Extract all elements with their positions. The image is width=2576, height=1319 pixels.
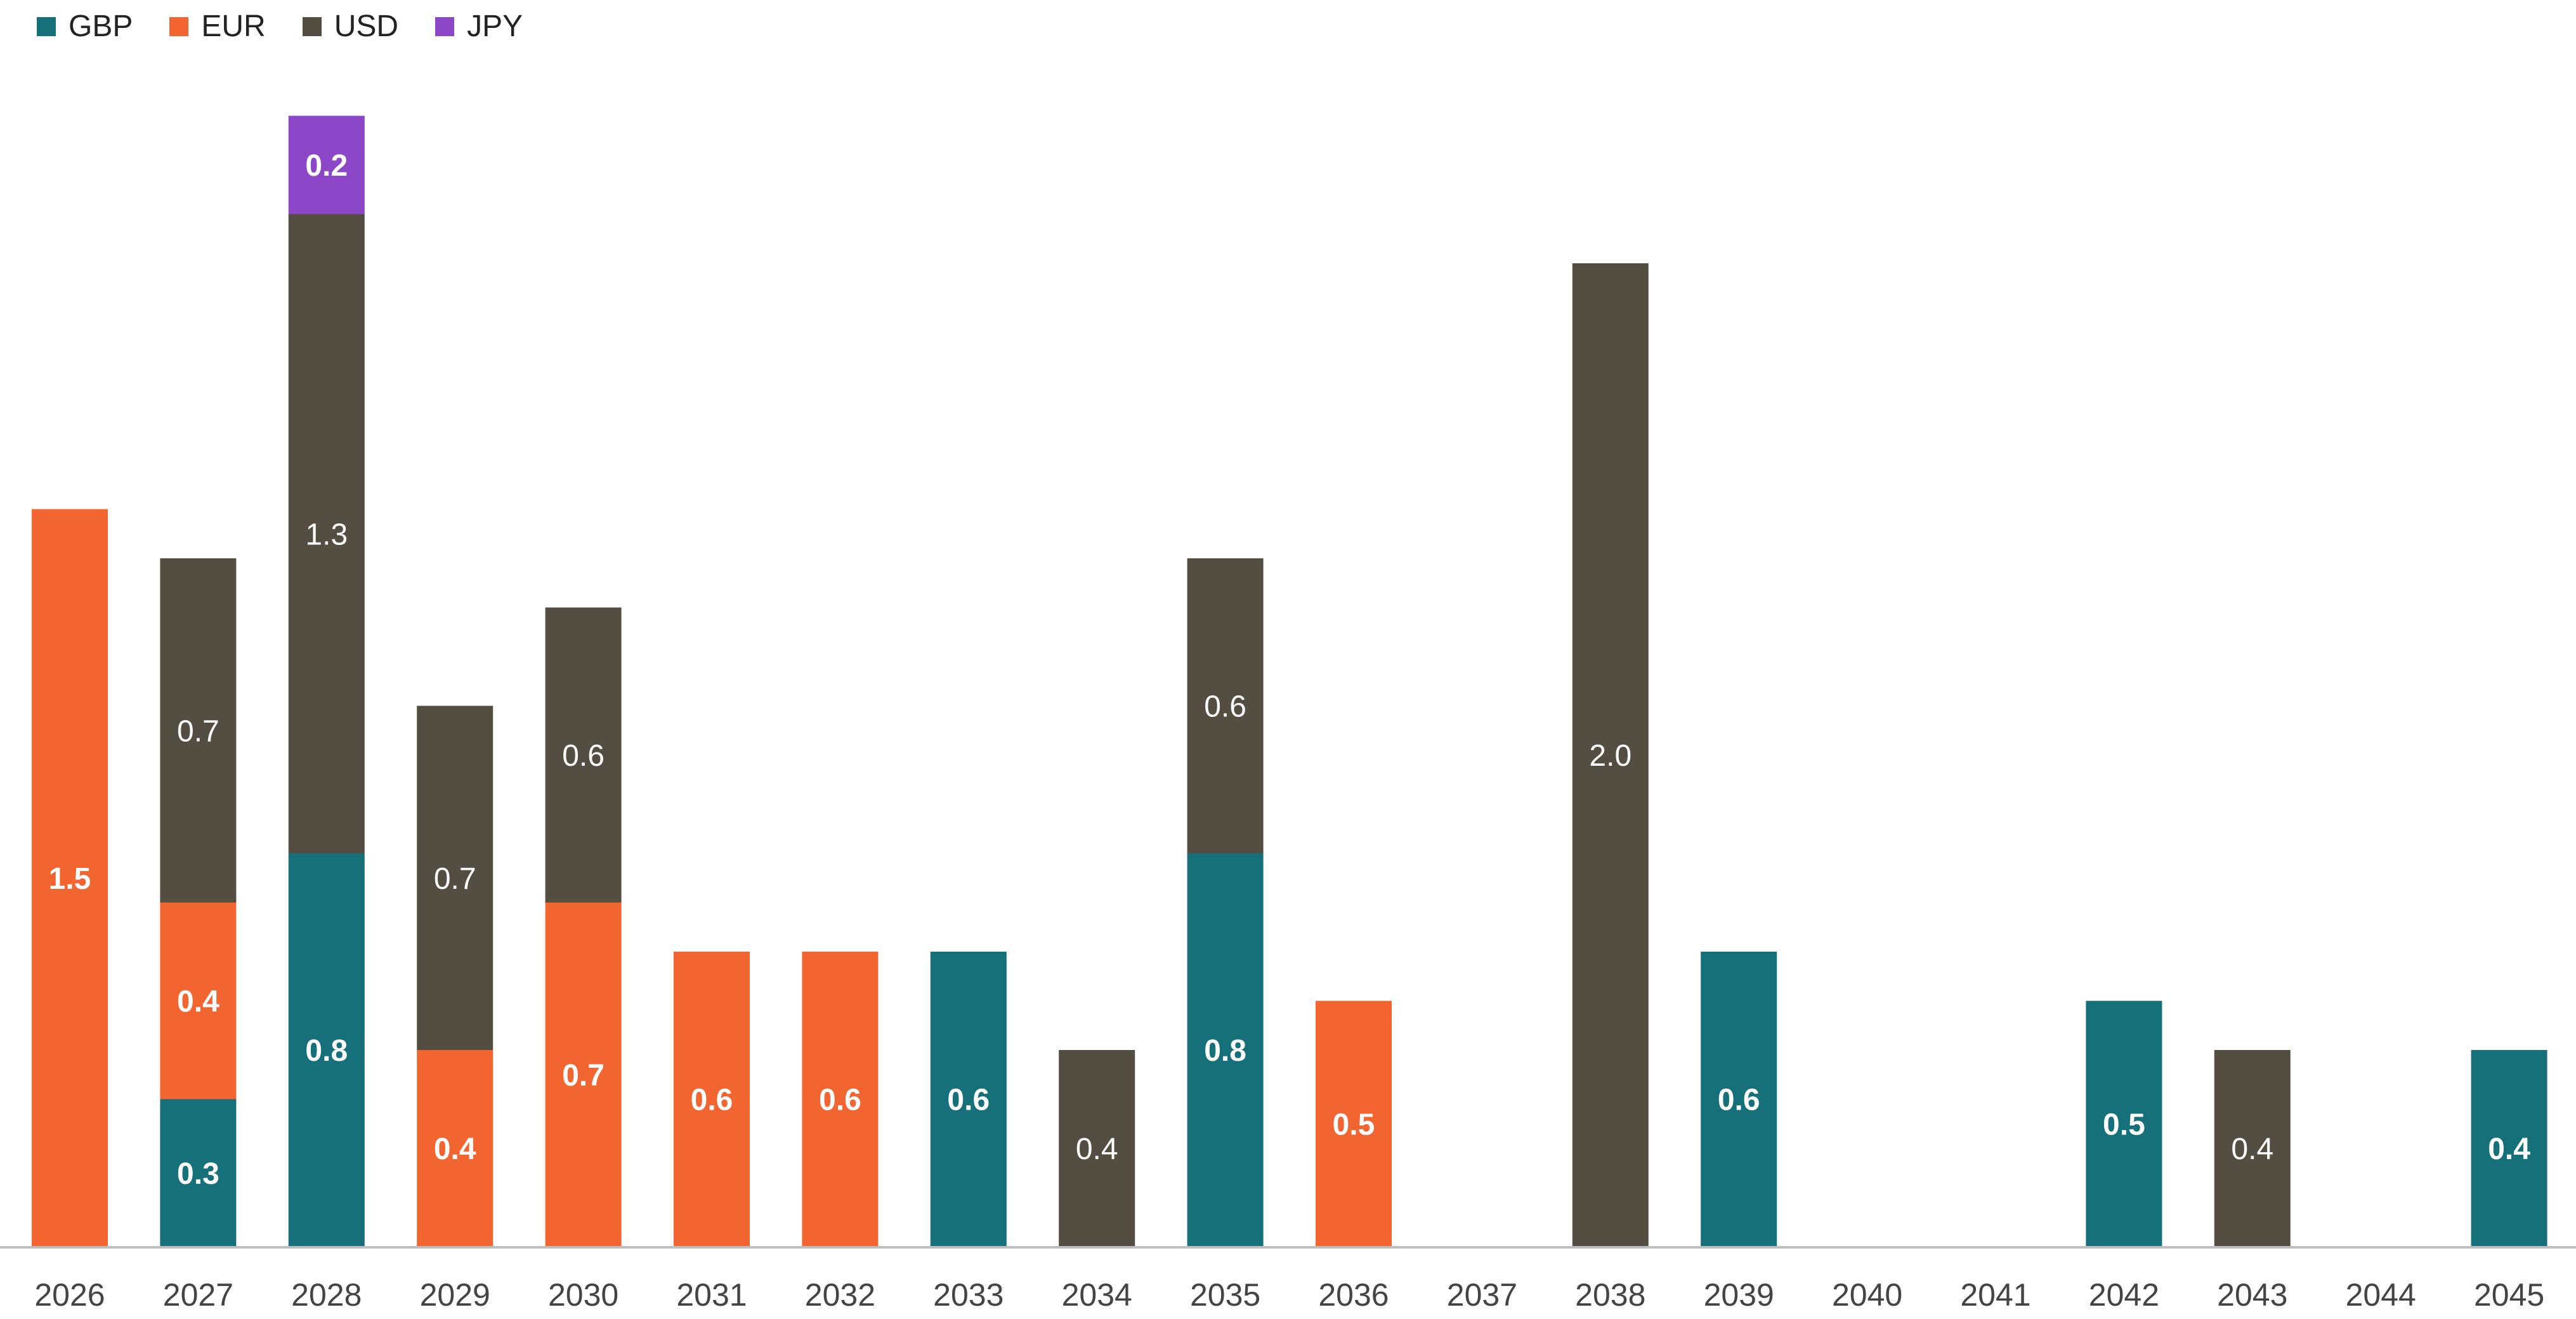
x-tick-label: 2034 (1062, 1277, 1132, 1313)
x-tick-label: 2042 (2089, 1277, 2159, 1313)
data-label-2033-gbp: 0.6 (947, 1084, 990, 1117)
legend-swatch-eur (169, 16, 189, 36)
data-label-2039-gbp: 0.6 (1718, 1084, 1760, 1117)
x-tick-label: 2038 (1575, 1277, 1645, 1313)
legend-label-jpy: JPY (467, 10, 523, 43)
bar-2030-usd (545, 607, 622, 903)
legend-swatch-usd (302, 16, 322, 36)
x-tick-label: 2045 (2474, 1277, 2544, 1313)
x-tick-label: 2040 (1832, 1277, 1902, 1313)
legend-item-usd: USD (302, 9, 399, 44)
bar-2028-gbp (288, 853, 365, 1247)
data-label-2031-eur: 0.6 (691, 1084, 733, 1117)
data-label-2042-gbp: 0.5 (2103, 1108, 2145, 1141)
data-label-2030-usd: 0.6 (562, 739, 605, 773)
bar-2035-usd (1187, 558, 1264, 853)
bars (32, 115, 2547, 1247)
x-tick-label: 2035 (1190, 1277, 1260, 1313)
data-label-2036-eur: 0.5 (1333, 1108, 1375, 1141)
legend-item-jpy: JPY (435, 9, 523, 44)
bar-2033-gbp (930, 952, 1007, 1247)
bar-2026-eur (32, 509, 108, 1247)
x-tick-label: 2044 (2346, 1277, 2416, 1313)
legend-item-eur: EUR (169, 9, 266, 44)
legend-label-usd: USD (334, 10, 399, 43)
data-label-2038-usd: 2.0 (1589, 739, 1631, 773)
bar-2031-eur (674, 952, 750, 1247)
legend-swatch-gbp (37, 16, 56, 36)
bar-2043-usd (2214, 1050, 2291, 1247)
bar-2032-eur (802, 952, 879, 1247)
x-tick-label: 2027 (163, 1277, 233, 1313)
bar-2029-eur (417, 1050, 494, 1247)
x-tick-label: 2041 (1960, 1277, 2030, 1313)
bar-2028-usd (288, 214, 365, 853)
bar-2030-eur (545, 902, 622, 1247)
bar-2038-usd (1572, 263, 1649, 1247)
data-label-2045-gbp: 0.4 (2488, 1132, 2530, 1166)
data-labels: 1.5 0.3 0.4 0.7 0.8 1.3 0.2 0.4 0.7 0.7 0.6 0.6 0.6 0… (49, 149, 2531, 1191)
bar-2042-gbp (2086, 1001, 2162, 1247)
data-label-2028-jpy: 0.2 (305, 149, 348, 183)
legend: GBP EUR USD JPY (37, 9, 559, 44)
bar-2027-gbp (160, 1099, 237, 1247)
x-tick-label: 2029 (420, 1277, 490, 1313)
bar-2029-usd (417, 705, 494, 1050)
bar-2045-gbp (2471, 1050, 2547, 1247)
x-tick-label: 2032 (805, 1277, 875, 1313)
legend-label-eur: EUR (201, 10, 266, 43)
x-tick-label: 2036 (1318, 1277, 1389, 1313)
legend-swatch-jpy (435, 16, 455, 36)
x-tick-label: 2026 (34, 1277, 105, 1313)
x-tick-label: 2037 (1447, 1277, 1517, 1313)
data-label-2030-eur: 0.7 (562, 1059, 605, 1093)
legend-item-gbp: GBP (37, 9, 133, 44)
data-label-2035-usd: 0.6 (1204, 690, 1246, 724)
bar-2027-eur (160, 902, 237, 1099)
data-label-2028-gbp: 0.8 (305, 1034, 348, 1068)
data-label-2028-usd: 1.3 (305, 518, 348, 551)
x-tick-label: 2028 (291, 1277, 362, 1313)
data-label-2043-usd: 0.4 (2231, 1132, 2273, 1166)
data-label-2034-usd: 0.4 (1076, 1132, 1118, 1166)
data-label-2032-eur: 0.6 (819, 1084, 861, 1117)
data-label-2027-eur: 0.4 (177, 985, 219, 1019)
x-tick-label: 2031 (676, 1277, 747, 1313)
legend-label-gbp: GBP (69, 10, 133, 43)
data-label-2029-eur: 0.4 (434, 1132, 476, 1166)
x-tick-label: 2043 (2217, 1277, 2287, 1313)
data-label-2035-gbp: 0.8 (1204, 1034, 1246, 1068)
data-label-2026-eur: 1.5 (49, 862, 91, 896)
bar-2036-eur (1316, 1001, 1392, 1247)
bar-2035-gbp (1187, 853, 1264, 1247)
bar-2028-jpy (288, 115, 365, 214)
bar-2034-usd (1059, 1050, 1135, 1247)
x-tick-label: 2030 (548, 1277, 618, 1313)
bar-2027-usd (160, 558, 237, 903)
x-tick-label: 2033 (933, 1277, 1004, 1313)
data-label-2029-usd: 0.7 (434, 862, 476, 896)
bar-2039-gbp (1701, 952, 1777, 1247)
x-tick-label: 2039 (1704, 1277, 1774, 1313)
x-axis-ticks: 2026 2027 2028 2029 2030 2031 2032 2033 2034 2035… (34, 1277, 2544, 1313)
data-label-2027-gbp: 0.3 (177, 1157, 219, 1191)
data-label-2027-usd: 0.7 (177, 714, 219, 748)
